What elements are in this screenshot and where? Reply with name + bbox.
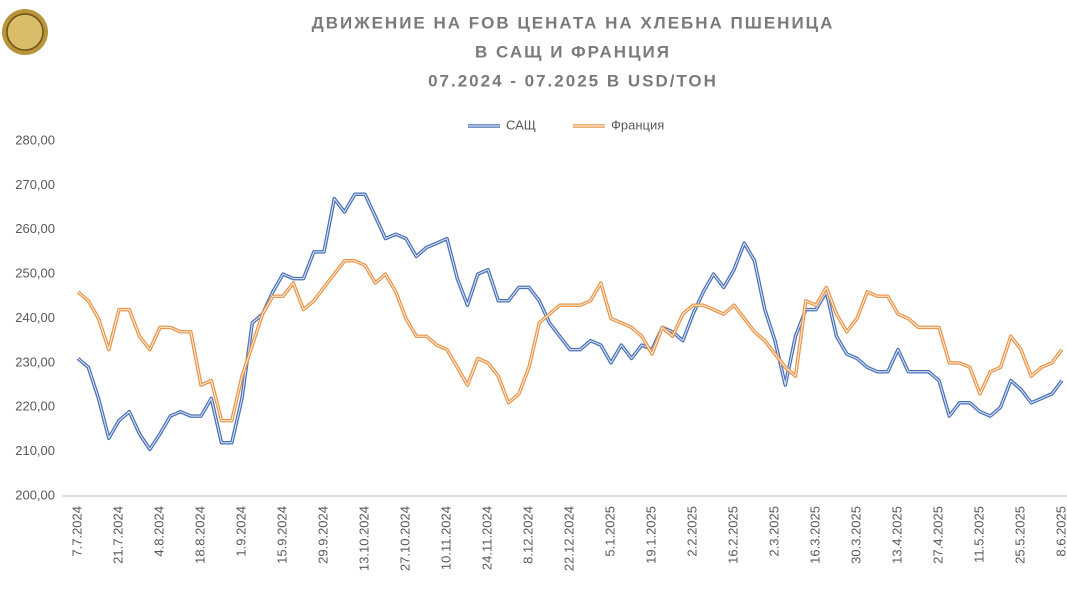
x-tick-label: 10.11.2024 xyxy=(438,506,453,570)
y-tick-label: 240,00 xyxy=(15,310,55,325)
x-tick-label: 18.8.2024 xyxy=(192,506,207,564)
x-tick-label: 27.10.2024 xyxy=(397,506,412,571)
y-tick-label: 280,00 xyxy=(15,132,55,147)
x-tick-label: 16.2.2025 xyxy=(725,506,740,564)
x-tick-label: 7.7.2024 xyxy=(69,506,84,557)
y-tick-label: 260,00 xyxy=(15,221,55,236)
chart-title: ДВИЖЕНИЕ НА FOB ЦЕНАТА НА ХЛЕБНА ПШЕНИЦА xyxy=(312,13,835,32)
x-tick-label: 22.12.2024 xyxy=(561,506,576,571)
x-tick-label: 30.3.2025 xyxy=(848,506,863,564)
x-tick-label: 25.5.2025 xyxy=(1012,506,1027,564)
logo xyxy=(2,9,48,55)
y-tick-label: 210,00 xyxy=(15,443,55,458)
y-tick-label: 270,00 xyxy=(15,177,55,192)
y-tick-label: 200,00 xyxy=(15,487,55,502)
x-tick-label: 13.10.2024 xyxy=(356,506,371,571)
y-tick-label: 250,00 xyxy=(15,266,55,281)
x-tick-label: 1.9.2024 xyxy=(233,506,248,557)
x-tick-label: 21.7.2024 xyxy=(110,506,125,564)
chart-title: В САЩ И ФРАНЦИЯ xyxy=(475,42,671,61)
y-tick-label: 230,00 xyxy=(15,354,55,369)
series-line xyxy=(76,259,1064,423)
logo-inner xyxy=(6,13,44,51)
series-line-core xyxy=(77,193,1063,450)
x-tick-label: 8.6.2025 xyxy=(1053,506,1067,557)
x-tick-label: 19.1.2025 xyxy=(643,506,658,564)
x-tick-label: 27.4.2025 xyxy=(930,506,945,564)
x-tick-label: 13.4.2025 xyxy=(889,506,904,564)
chart-title: 07.2024 - 07.2025 В USD/ТОН xyxy=(428,71,718,90)
x-tick-label: 8.12.2024 xyxy=(520,506,535,564)
legend-label: Франция xyxy=(611,117,664,132)
x-tick-label: 16.3.2025 xyxy=(807,506,822,564)
x-tick-label: 2.2.2025 xyxy=(684,506,699,557)
y-tick-label: 220,00 xyxy=(15,399,55,414)
x-tick-label: 4.8.2024 xyxy=(151,506,166,557)
x-tick-label: 5.1.2025 xyxy=(602,506,617,557)
x-tick-label: 15.9.2024 xyxy=(274,506,289,564)
legend-label: САЩ xyxy=(506,117,536,132)
x-tick-label: 2.3.2025 xyxy=(766,506,781,557)
x-tick-label: 11.5.2025 xyxy=(971,506,986,563)
x-tick-label: 29.9.2024 xyxy=(315,506,330,564)
x-tick-label: 24.11.2024 xyxy=(479,506,494,570)
series-line-core xyxy=(77,260,1063,422)
